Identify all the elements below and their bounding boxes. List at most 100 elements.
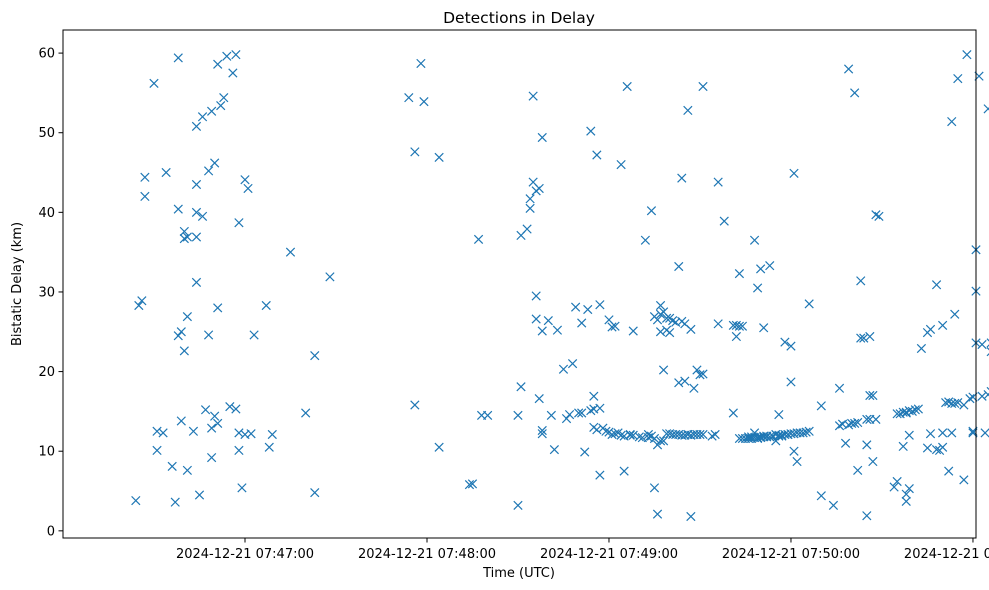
data-point [692,365,702,375]
data-point [916,343,927,354]
data-point [643,429,654,440]
data-point [843,420,854,430]
data-point [731,331,741,342]
plot-frame [62,29,977,539]
data-point [182,232,192,242]
data-point [173,204,183,214]
data-point [249,330,259,340]
data-point [616,430,626,440]
data-point [325,272,335,282]
data-point [176,327,186,337]
data-point [680,376,690,386]
data-point [577,408,587,418]
data-point [234,445,244,456]
data-point [874,211,884,221]
data-point [950,309,960,319]
data-point [231,50,241,60]
data-point [938,442,948,452]
data-point [862,414,872,424]
data-point [522,224,532,234]
data-point [203,166,214,176]
data-point [179,346,189,356]
data-point [525,194,535,204]
data-point [719,216,729,226]
data-point [231,404,241,414]
data-point [953,73,963,84]
data-point [698,81,708,92]
data-point [792,456,802,467]
data-point [816,401,826,411]
data-point [931,444,942,455]
data-point [698,369,708,379]
data-point [607,429,617,440]
data-point [938,428,948,438]
data-point [310,351,320,361]
data-point [173,331,183,341]
data-point [173,53,183,63]
data-point [473,234,484,245]
data-point [595,470,605,480]
data-point [834,421,845,431]
data-point [674,378,684,388]
data-point [616,159,626,170]
data-point [134,300,144,311]
data-point [586,126,596,136]
data-point [977,339,987,350]
y-tick-label: 40 [38,206,55,221]
data-point [947,428,957,438]
data-point [546,410,556,421]
data-point [871,414,881,424]
data-point [513,410,523,421]
data-point [798,428,808,438]
data-point [668,316,678,326]
data-point [834,383,845,393]
data-point [170,497,180,507]
data-point [892,476,902,487]
x-tick-label: 2024-12-21 07:47:00 [176,547,314,562]
data-point [925,429,936,439]
data-point [840,438,851,448]
data-point [213,59,223,69]
data-point [655,300,666,311]
data-point [953,398,963,408]
data-point [240,175,250,185]
data-point [962,50,972,60]
data-point [689,383,699,393]
data-point [534,183,544,194]
data-point [243,183,253,194]
data-point [537,429,547,439]
y-tick-label: 10 [38,445,55,460]
data-point [944,466,954,476]
data-point [577,318,587,328]
data-point [728,408,738,418]
data-point [200,405,211,415]
data-point [816,491,826,501]
data-point [853,417,863,428]
x-tick-label: 2024-12-21 07:48:00 [358,547,496,562]
data-point [752,283,763,293]
data-point [191,121,202,131]
data-point [913,404,923,414]
data-point [907,406,917,417]
data-point [804,426,814,436]
data-point [910,405,920,415]
data-point [207,452,217,463]
data-point [655,327,666,337]
data-point [285,247,296,257]
data-point [947,116,957,127]
data-point [182,312,192,322]
data-point [537,425,547,436]
data-point [749,235,760,245]
data-point [310,487,320,498]
data-point [774,409,784,420]
data-point [786,341,796,351]
data-point [216,101,226,111]
data-point [237,483,247,493]
data-point [862,511,872,521]
data-point [977,391,987,401]
data-point [434,442,444,452]
data-point [558,364,569,374]
data-point [713,177,723,187]
data-point [176,416,186,426]
data-point [850,418,860,428]
